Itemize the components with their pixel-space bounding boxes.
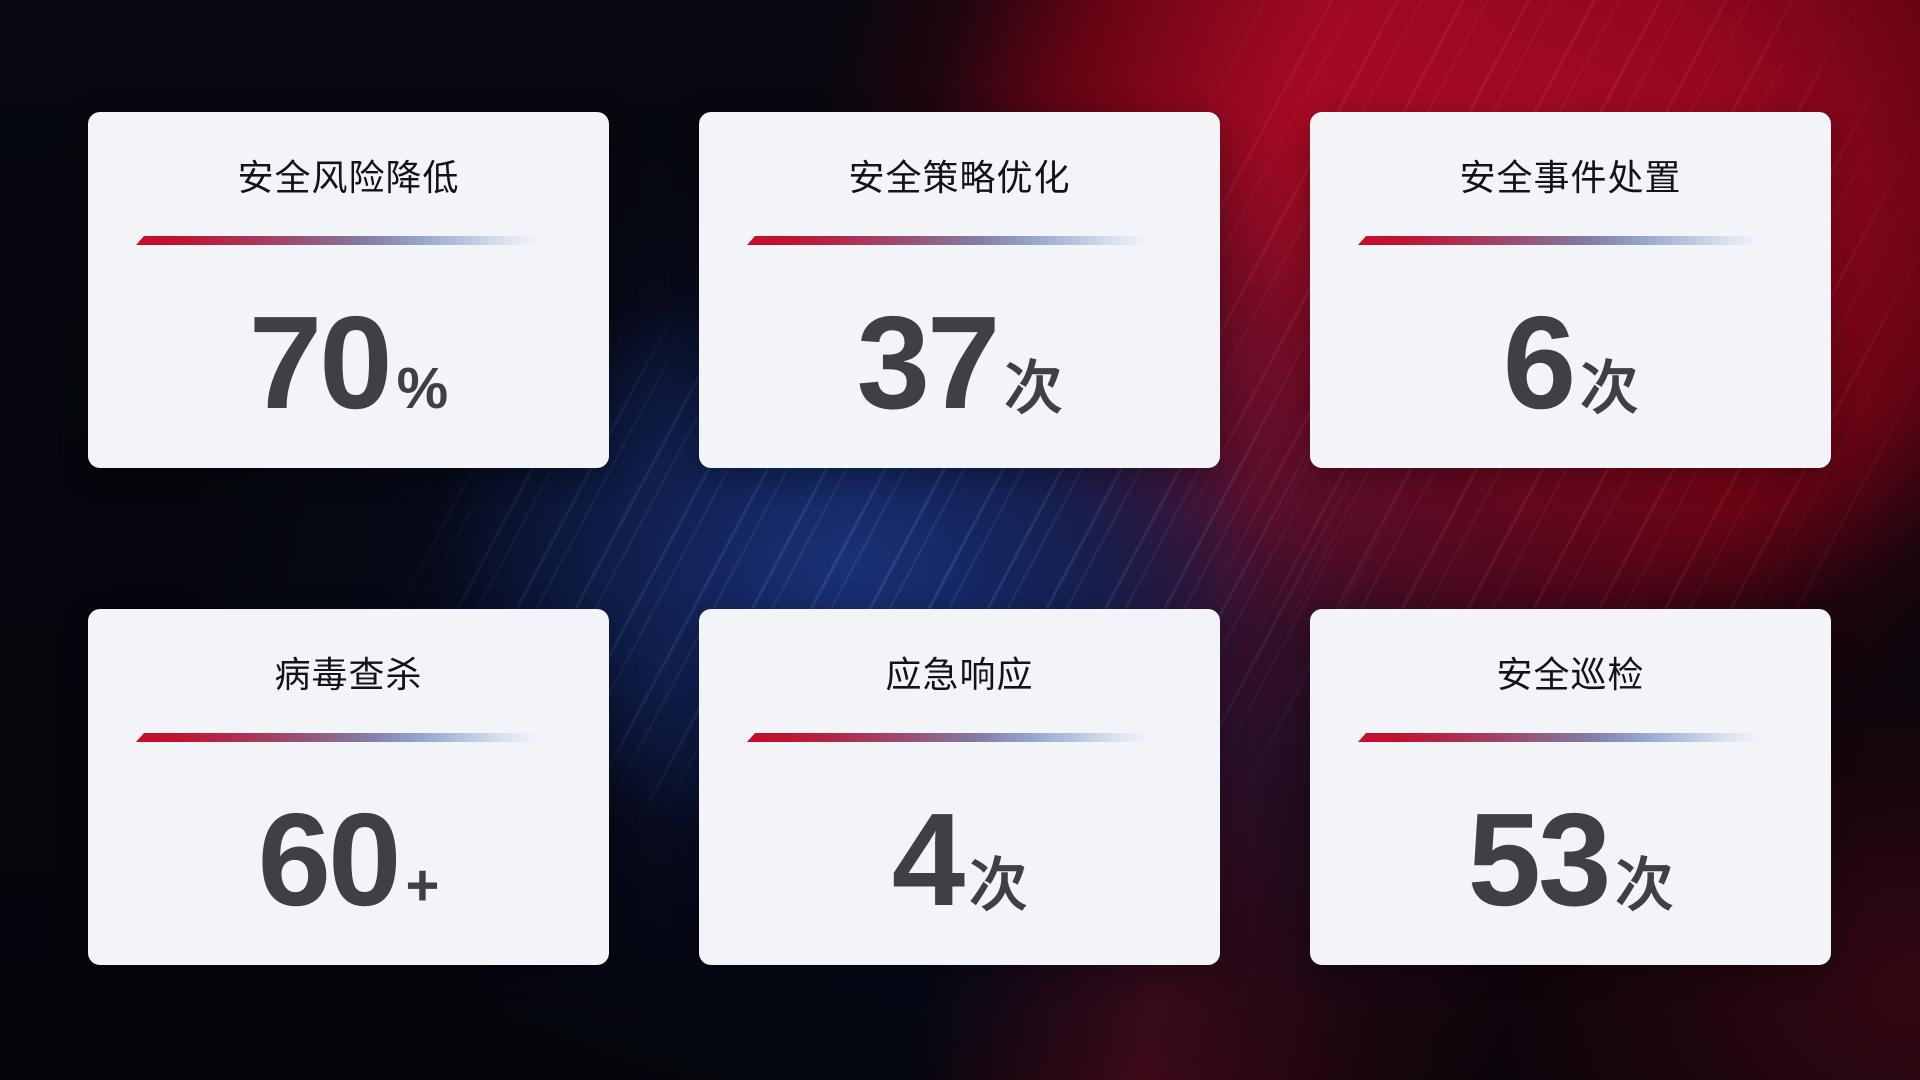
stat-value-row: 37 次: [857, 297, 1063, 429]
stat-value-row: 4 次: [892, 794, 1027, 926]
gradient-divider: [747, 236, 1172, 245]
stat-value-row: 6 次: [1503, 297, 1638, 429]
stat-unit: 次: [1004, 356, 1063, 421]
stat-value-row: 60 +: [258, 794, 440, 926]
stat-value: 37: [856, 289, 1001, 436]
stat-card-virus-scan: 病毒查杀 60 +: [88, 609, 609, 965]
gradient-divider: [1358, 236, 1783, 245]
stat-value-row: 70 %: [249, 297, 448, 429]
stat-card-risk-reduction: 安全风险降低 70 %: [88, 112, 609, 468]
card-title: 安全巡检: [1496, 654, 1645, 695]
stat-value: 6: [1502, 289, 1576, 436]
card-title: 安全策略优化: [848, 157, 1071, 198]
stat-card-emergency-response: 应急响应 4 次: [699, 609, 1220, 965]
stat-card-security-inspection: 安全巡检 53 次: [1310, 609, 1831, 965]
stat-unit: +: [405, 853, 440, 918]
stats-grid: 安全风险降低 70 % 安全策略优化 37 次 安全事件处置 6 次 病毒查: [88, 112, 1832, 967]
card-title: 安全事件处置: [1459, 157, 1682, 198]
stat-unit: 次: [1580, 356, 1639, 421]
gradient-divider: [747, 733, 1172, 742]
card-title: 病毒查杀: [274, 654, 423, 695]
stat-value-row: 53 次: [1468, 794, 1674, 926]
card-title: 应急响应: [885, 654, 1034, 695]
stat-card-incident-handling: 安全事件处置 6 次: [1310, 112, 1831, 468]
stat-value: 53: [1467, 786, 1612, 933]
stat-unit: %: [396, 356, 449, 421]
gradient-divider: [136, 733, 561, 742]
stat-value: 4: [891, 786, 965, 933]
stat-unit: 次: [1615, 853, 1674, 918]
stat-card-policy-optimization: 安全策略优化 37 次: [699, 112, 1220, 468]
stat-value: 70: [248, 289, 393, 436]
gradient-divider: [1358, 733, 1783, 742]
gradient-divider: [136, 236, 561, 245]
stat-unit: 次: [969, 853, 1028, 918]
stat-value: 60: [257, 786, 402, 933]
card-title: 安全风险降低: [237, 157, 460, 198]
